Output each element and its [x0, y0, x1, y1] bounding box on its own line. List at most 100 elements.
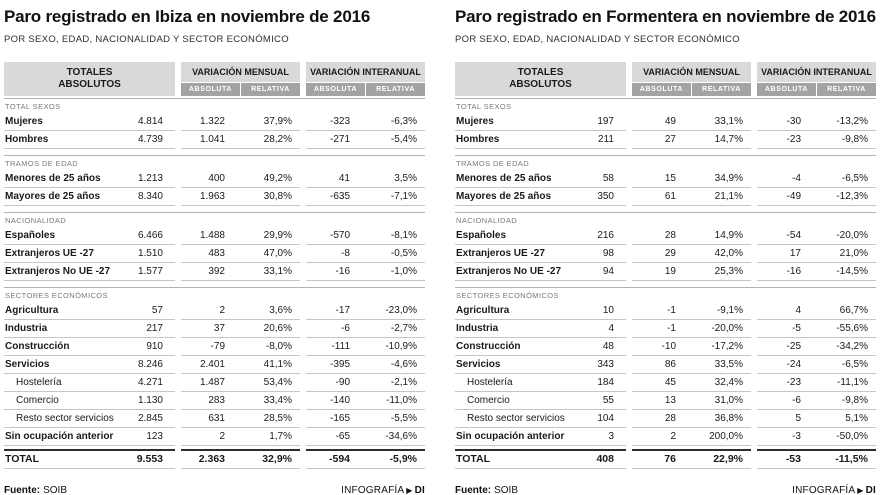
table-row: Extranjeros No UE -27 94 19 25,3% -16 -14,5% — [455, 263, 876, 281]
value-total-absoluto: 10 — [602, 304, 614, 316]
row-segment: 2.401 41,1% — [181, 356, 300, 374]
table-row: Menores de 25 años 1.213 400 49,2% 41 3,5% — [4, 170, 425, 188]
value-interanual-relativa: -20,0% — [836, 229, 868, 241]
row-label: Españoles — [456, 229, 507, 241]
row-segment: Agricultura 10 — [455, 302, 626, 320]
value-mensual-absoluta: 19 — [664, 265, 676, 277]
value-total-absoluto: 94 — [602, 265, 614, 277]
subheader-row: ABSOLUTA RELATIVA — [757, 82, 876, 96]
value-mensual-absoluta: -1 — [667, 322, 676, 334]
table-row: Comercio 1.130 283 33,4% -140 -11,0% — [4, 392, 425, 410]
table-section: TRAMOS DE EDAD Menores de 25 años 58 15 34,9… — [455, 154, 876, 206]
table-header: TOTALES ABSOLUTOS VARIACIÓN MENSUAL ABSO… — [4, 61, 425, 96]
value-interanual-absoluta: -140 — [329, 394, 350, 406]
value-mensual-relativa: 41,1% — [263, 358, 292, 370]
value-interanual-absoluta: -49 — [786, 190, 801, 202]
value-mensual-relativa: 28,5% — [263, 412, 292, 424]
value-interanual-relativa: -9,8% — [841, 394, 868, 406]
row-segment: Comercio 55 — [455, 392, 626, 410]
value-mensual-absoluta: 392 — [208, 265, 225, 277]
value-total-absoluto: 58 — [602, 172, 614, 184]
value-total-absoluto: 9.553 — [136, 453, 163, 466]
section-header: SECTORES ECONÓMICOS — [4, 286, 425, 302]
row-segment: 2 200,0% — [632, 428, 751, 446]
value-interanual-relativa: -11,0% — [386, 394, 417, 406]
credit-note: INFOGRAFÍA ▶ DI — [792, 485, 876, 495]
source-note: Fuente: SOIB — [455, 485, 518, 495]
row-segment: 15 34,9% — [632, 170, 751, 188]
row-segment: 37 20,6% — [181, 320, 300, 338]
value-mensual-absoluta: 76 — [664, 453, 676, 466]
value-interanual-absoluta: -594 — [328, 453, 350, 466]
value-mensual-absoluta: 483 — [208, 247, 225, 259]
row-segment: -570 -8,1% — [306, 227, 425, 245]
value-mensual-absoluta: 37 — [213, 322, 225, 334]
row-segment: -4 -6,5% — [757, 170, 876, 188]
source-value: SOIB — [494, 484, 519, 495]
row-segment: 400 49,2% — [181, 170, 300, 188]
section-header: TRAMOS DE EDAD — [455, 154, 876, 170]
value-mensual-relativa: 49,2% — [263, 172, 292, 184]
row-segment: -23 -11,1% — [757, 374, 876, 392]
row-segment: Extranjeros No UE -27 94 — [455, 263, 626, 281]
value-mensual-absoluta: 1.488 — [199, 229, 225, 241]
value-interanual-absoluta: 5 — [795, 412, 801, 424]
value-interanual-relativa: 3,5% — [394, 172, 417, 184]
page-title: Paro registrado en Ibiza en noviembre de… — [4, 7, 371, 26]
value-mensual-relativa: 53,4% — [263, 376, 292, 388]
table-row: Extranjeros No UE -27 1.577 392 33,1% -16 -1,… — [4, 263, 425, 281]
row-segment: -594 -5,9% — [306, 448, 425, 469]
table-section: TRAMOS DE EDAD Menores de 25 años 1.213 400… — [4, 154, 425, 206]
subcolumn-header-absoluta: ABSOLUTA — [632, 82, 691, 96]
row-segment: Hombres 4.739 — [4, 131, 175, 149]
value-interanual-absoluta: -90 — [335, 376, 350, 388]
row-label: Servicios — [5, 358, 50, 370]
row-segment: 283 33,4% — [181, 392, 300, 410]
value-interanual-relativa: 21,0% — [839, 247, 868, 259]
row-segment: 45 32,4% — [632, 374, 751, 392]
row-segment: Extranjeros No UE -27 1.577 — [4, 263, 175, 281]
row-segment: 1.488 29,9% — [181, 227, 300, 245]
value-total-absoluto: 4.739 — [137, 133, 163, 145]
value-mensual-relativa: 34,9% — [714, 172, 743, 184]
value-mensual-absoluta: 631 — [208, 412, 225, 424]
section-header: TRAMOS DE EDAD — [4, 154, 425, 170]
row-label: Comercio — [16, 394, 59, 406]
value-total-absoluto: 55 — [602, 394, 614, 406]
row-segment: 13 31,0% — [632, 392, 751, 410]
value-total-absoluto: 104 — [597, 412, 614, 424]
table-row: Construcción 910 -79 -8,0% -111 -10,9% — [4, 338, 425, 356]
row-segment: 49 33,1% — [632, 113, 751, 131]
subcolumn-header-relativa: RELATIVA — [366, 82, 425, 96]
row-label: Construcción — [456, 340, 521, 352]
value-interanual-absoluta: -3 — [792, 430, 801, 442]
table-row: Mujeres 4.814 1.322 37,9% -323 -6,3% — [4, 113, 425, 131]
column-header-totales-absolutos: TOTALES ABSOLUTOS — [455, 61, 626, 96]
value-interanual-relativa: 66,7% — [839, 304, 868, 316]
subcolumn-header-relativa: RELATIVA — [241, 82, 300, 96]
formentera-table-panel: Paro registrado en Formentera en noviemb… — [455, 7, 876, 495]
row-segment: -16 -14,5% — [757, 263, 876, 281]
row-segment: 1.041 28,2% — [181, 131, 300, 149]
value-mensual-relativa: 47,0% — [263, 247, 292, 259]
value-interanual-relativa: -4,6% — [390, 358, 417, 370]
row-segment: Extranjeros UE -27 98 — [455, 245, 626, 263]
table-row: Servicios 8.246 2.401 41,1% -395 -4,6% — [4, 356, 425, 374]
row-segment: -1 -20,0% — [632, 320, 751, 338]
value-mensual-relativa: 14,7% — [714, 133, 743, 145]
row-label: Extranjeros UE -27 — [456, 247, 545, 259]
row-segment: Industria 4 — [455, 320, 626, 338]
table-row: Hombres 4.739 1.041 28,2% -271 -5,4% — [4, 131, 425, 149]
row-segment: 631 28,5% — [181, 410, 300, 428]
table-row: Agricultura 57 2 3,6% -17 -23,0% — [4, 302, 425, 320]
value-mensual-relativa: 21,1% — [714, 190, 743, 202]
row-segment: -1 -9,1% — [632, 302, 751, 320]
row-segment: -24 -6,5% — [757, 356, 876, 374]
row-segment: TOTAL 408 — [455, 448, 626, 469]
row-segment: -25 -34,2% — [757, 338, 876, 356]
row-segment: 76 22,9% — [632, 448, 751, 469]
value-mensual-absoluta: 400 — [208, 172, 225, 184]
row-label: Agricultura — [5, 304, 59, 316]
row-label: Mujeres — [456, 115, 494, 127]
